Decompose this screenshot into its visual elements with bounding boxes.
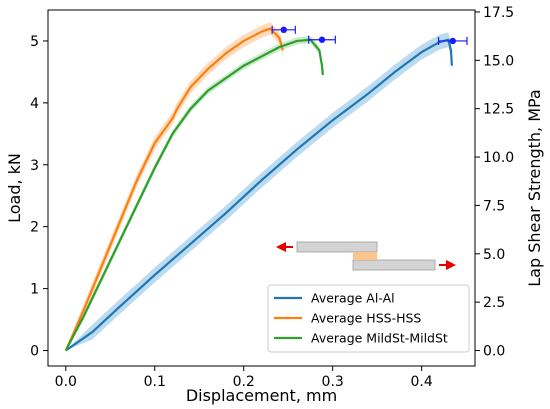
upper-plate	[296, 241, 378, 253]
y-tick-label: 4	[30, 96, 39, 112]
x-tick-label: 0.4	[410, 374, 432, 390]
legend-item-average-al-al: Average Al-Al	[274, 291, 395, 306]
y2-axis-title: Lap Shear Strength, MPa	[525, 89, 544, 287]
lap-joint-specimen-icon	[276, 241, 456, 271]
y-axis-title: Load, kN	[5, 153, 24, 223]
y2-axis-ticks: 0.0 2.5 5.0 7.5 10.0 12.5 15.0 17.5	[475, 5, 514, 360]
line-average-mildst-mildst	[64, 38, 324, 352]
left-arrow-icon	[276, 242, 286, 252]
legend-box	[267, 284, 470, 353]
x-tick-label: 0.1	[144, 374, 166, 390]
legend-label: Average Al-Al	[311, 291, 395, 306]
y2-tick-label: 17.5	[483, 5, 514, 21]
y2-tick-label: 7.5	[483, 198, 505, 214]
legend-item-average-mildst-mildst: Average MildSt-MildSt	[274, 331, 448, 346]
failure-point-average-mildst-mildst	[308, 35, 336, 44]
failure-point-average-al-al	[437, 36, 468, 45]
line-average-hss-hss	[64, 27, 284, 351]
y-axis-ticks: 0 1 2 3 4 5	[30, 34, 48, 360]
failure-points	[271, 25, 468, 45]
y-tick-label: 2	[30, 220, 39, 236]
x-axis-title: Displacement, mm	[186, 386, 337, 405]
band-average-al-al	[65, 32, 452, 351]
y2-tick-label: 10.0	[483, 150, 514, 166]
y-tick-label: 0	[30, 344, 39, 360]
lower-plate	[352, 259, 436, 271]
y2-tick-label: 15.0	[483, 53, 514, 69]
y-tick-label: 5	[30, 34, 39, 50]
legend-label: Average MildSt-MildSt	[311, 331, 448, 346]
y-tick-label: 1	[30, 282, 39, 298]
uncertainty-bands	[65, 22, 452, 351]
right-arrow-icon	[446, 260, 456, 270]
legend-label: Average HSS-HSS	[311, 311, 421, 326]
y2-tick-label: 12.5	[483, 102, 514, 118]
legend-item-average-hss-hss: Average HSS-HSS	[274, 311, 421, 326]
plot-frame	[47, 9, 476, 367]
y2-tick-label: 2.5	[483, 295, 505, 311]
failure-point-average-hss-hss	[271, 25, 296, 34]
x-axis-ticks: 0.0 0.1 0.2 0.3 0.4	[55, 366, 433, 390]
x-tick-label: 0.0	[55, 374, 77, 390]
adhesive-overlap	[353, 252, 377, 260]
y2-tick-label: 0.0	[483, 344, 505, 360]
legend: Average Al-Al Average HSS-HSS Average Mild…	[267, 284, 470, 353]
y-tick-label: 3	[30, 158, 39, 174]
y2-tick-label: 5.0	[483, 247, 505, 263]
x-tick-label: 0.3	[322, 374, 344, 390]
x-tick-label: 0.2	[233, 374, 255, 390]
